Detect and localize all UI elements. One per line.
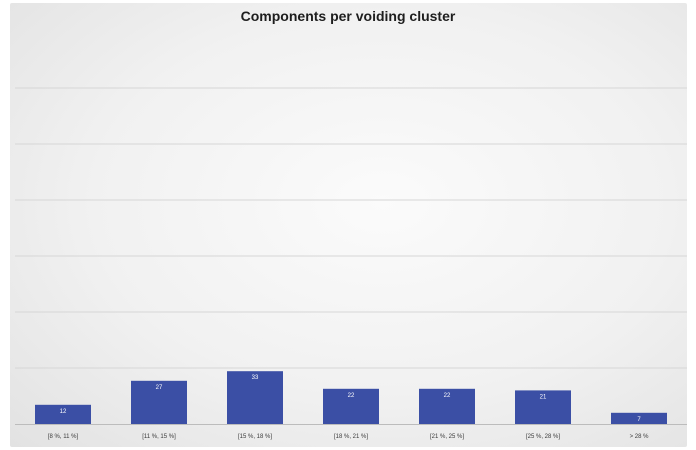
data-label: 22 [444, 393, 451, 399]
data-label: 21 [540, 394, 547, 400]
bar [611, 412, 667, 424]
bar [515, 390, 571, 424]
x-tick-label: [21 %, 25 %] [430, 434, 464, 440]
data-label: 27 [156, 385, 163, 391]
x-tick-label: [25 %, 28 %] [526, 434, 560, 440]
x-tick-label: [15 %, 18 %] [238, 434, 272, 440]
data-label: 22 [348, 393, 355, 399]
x-tick-label: [18 %, 21 %] [334, 434, 368, 440]
bar [227, 371, 283, 424]
bar [35, 404, 91, 424]
data-label: 33 [252, 375, 259, 381]
bar [419, 388, 475, 424]
chart-title: Components per voiding cluster [240, 8, 456, 24]
x-tick-label: [11 %, 15 %] [142, 434, 176, 440]
x-tick-label: > 28 % [630, 434, 650, 440]
data-label: 12 [60, 409, 67, 415]
x-tick-label: [8 %, 11 %] [48, 434, 79, 440]
bar [131, 380, 187, 424]
data-label: 7 [637, 417, 641, 423]
bar [323, 388, 379, 424]
chart-area [10, 3, 687, 447]
